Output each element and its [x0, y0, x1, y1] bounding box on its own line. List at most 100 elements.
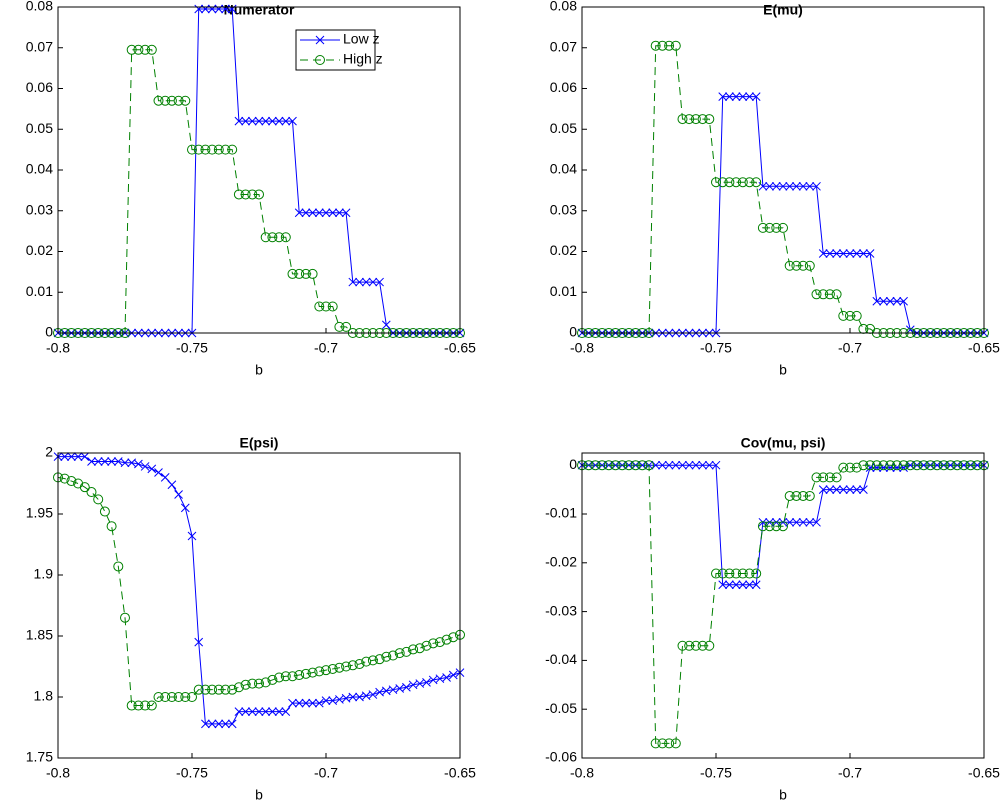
x-tick-label: -0.8 [570, 765, 594, 781]
o-marker [838, 462, 849, 473]
o-marker [394, 648, 405, 659]
o-marker [972, 460, 983, 471]
o-marker [590, 460, 601, 471]
o-marker [818, 289, 829, 300]
x-marker [792, 517, 801, 527]
o-marker [831, 472, 842, 483]
o-marker [791, 260, 802, 271]
o-marker [227, 144, 238, 155]
x-marker [308, 698, 317, 708]
chart-title: E(mu) [763, 2, 803, 18]
x-marker [80, 452, 90, 462]
o-marker [597, 460, 608, 471]
x-marker [361, 277, 371, 287]
x-marker [751, 92, 761, 102]
o-marker [798, 490, 809, 501]
o-marker [193, 684, 204, 695]
o-marker [704, 640, 715, 651]
x-marker [832, 249, 841, 258]
o-marker [717, 568, 728, 579]
o-marker [791, 490, 802, 501]
o-marker [664, 40, 675, 51]
axes-box [581, 452, 985, 759]
o-marker [764, 521, 775, 532]
o-marker [314, 666, 325, 677]
x-marker [785, 181, 795, 191]
x-marker [738, 580, 748, 590]
o-marker [711, 568, 721, 579]
plot-area [582, 453, 984, 758]
x-tick-label: -0.75 [700, 340, 732, 356]
o-marker [684, 114, 695, 125]
o-marker [845, 462, 855, 473]
x-tick-label: -0.8 [570, 340, 594, 356]
x-marker [261, 116, 271, 126]
x-marker [167, 480, 177, 490]
x-tick-label: -0.75 [176, 765, 208, 781]
x-marker [725, 580, 734, 590]
o-marker [207, 144, 218, 155]
chart-title: E(psi) [240, 435, 279, 451]
x-tick-label: -0.7 [838, 765, 862, 781]
x-marker [751, 580, 761, 590]
axes-box [57, 6, 461, 334]
o-marker [200, 684, 211, 695]
o-marker [367, 655, 378, 666]
x-marker [745, 92, 754, 102]
x-marker [281, 116, 291, 126]
x-marker [442, 673, 451, 682]
x-marker [247, 116, 257, 126]
y-tick-label: 1.85 [26, 627, 53, 643]
y-tick-label: 0.08 [550, 0, 577, 14]
y-tick-label: -0.05 [545, 700, 577, 716]
x-marker [771, 181, 781, 191]
y-tick-label: 0.02 [26, 242, 53, 258]
o-marker [952, 460, 963, 471]
o-marker [704, 114, 715, 125]
o-marker [294, 670, 305, 681]
x-marker [731, 92, 741, 102]
x-marker [134, 459, 143, 469]
o-marker [838, 310, 849, 321]
o-marker [280, 232, 291, 243]
o-marker [267, 232, 278, 243]
x-marker [227, 719, 237, 729]
o-marker [623, 460, 634, 471]
o-marker [891, 460, 902, 471]
o-marker [434, 637, 445, 648]
o-marker [314, 301, 325, 312]
o-marker [744, 568, 755, 579]
o-marker [160, 692, 171, 702]
o-marker [274, 232, 285, 243]
o-marker [66, 476, 77, 487]
o-marker [213, 144, 224, 155]
x-marker [838, 249, 848, 258]
o-marker [798, 260, 809, 271]
o-marker [717, 177, 728, 188]
o-marker [280, 671, 291, 682]
o-marker [885, 460, 896, 471]
subplot: E(psi) b -0.8 -0.75 -0.7 -0.65 1.75 1.8 1.85 1.9 1… [26, 435, 476, 803]
o-marker [637, 460, 648, 471]
o-marker [187, 144, 197, 155]
y-tick-label: 1.95 [26, 505, 53, 521]
x-marker [348, 277, 358, 287]
o-marker [146, 44, 157, 55]
o-marker [99, 506, 110, 517]
o-marker [441, 634, 452, 645]
x-tick-label: -0.65 [444, 340, 476, 356]
y-tick-label: 0.02 [550, 242, 577, 258]
o-marker [79, 482, 90, 493]
x-marker [201, 4, 210, 14]
legend-box [295, 29, 376, 71]
o-marker [945, 460, 956, 471]
x-marker [818, 249, 828, 258]
o-marker [59, 473, 70, 484]
x-marker [294, 208, 304, 218]
x-marker [221, 719, 230, 729]
o-marker [965, 460, 976, 471]
o-marker [918, 460, 929, 471]
axes-box [57, 452, 461, 759]
y-tick-label: 0.05 [550, 120, 577, 136]
y-tick-label: 1.8 [34, 688, 54, 704]
